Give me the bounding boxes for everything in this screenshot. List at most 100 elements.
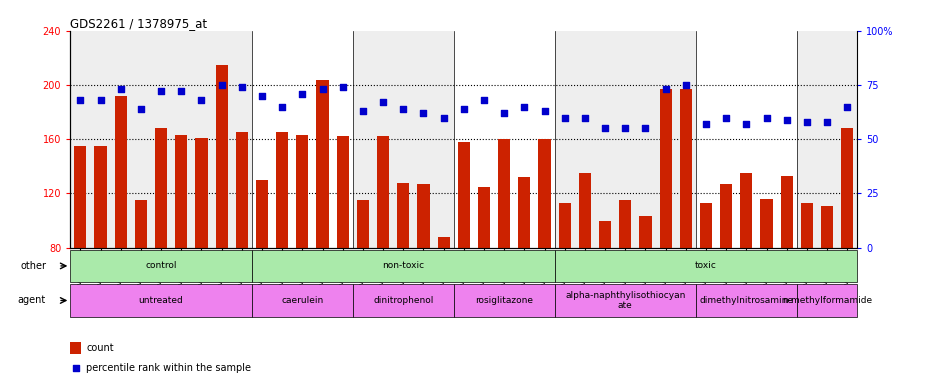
Bar: [70, 250, 252, 282]
Text: rosiglitazone: rosiglitazone: [475, 296, 533, 305]
Bar: [598, 220, 610, 248]
Bar: [695, 31, 796, 248]
Point: [839, 104, 854, 110]
Point: [295, 91, 310, 97]
Bar: [659, 89, 671, 248]
Point: [697, 121, 712, 127]
Point: [779, 117, 794, 123]
Point: [758, 114, 773, 121]
Point: [597, 125, 612, 131]
Point: [496, 110, 511, 116]
Point: [819, 119, 834, 125]
Text: percentile rank within the sample: percentile rank within the sample: [86, 363, 251, 373]
Bar: [498, 139, 510, 248]
Point: [798, 119, 813, 125]
Bar: [796, 31, 856, 248]
Bar: [74, 146, 86, 248]
Bar: [554, 250, 856, 282]
Bar: [739, 173, 752, 248]
Bar: [397, 183, 409, 248]
Text: other: other: [20, 261, 46, 271]
Text: dinitrophenol: dinitrophenol: [373, 296, 433, 305]
Point: [718, 114, 733, 121]
Point: [657, 86, 672, 93]
Point: [577, 114, 592, 121]
Text: dimethylnitrosamine: dimethylnitrosamine: [698, 296, 793, 305]
Bar: [841, 128, 853, 248]
Bar: [175, 135, 187, 248]
Point: [113, 86, 128, 93]
Point: [73, 97, 88, 103]
Point: [214, 82, 229, 88]
Text: GDS2261 / 1378975_at: GDS2261 / 1378975_at: [70, 17, 207, 30]
Bar: [336, 136, 348, 248]
Bar: [215, 65, 227, 248]
Bar: [619, 200, 631, 248]
Point: [637, 125, 652, 131]
Point: [355, 108, 370, 114]
Bar: [70, 31, 252, 248]
Bar: [796, 284, 856, 317]
Bar: [458, 142, 469, 248]
Bar: [538, 139, 550, 248]
Point: [456, 106, 471, 112]
Bar: [70, 342, 80, 354]
Bar: [558, 203, 570, 248]
Bar: [376, 136, 388, 248]
Text: non-toxic: non-toxic: [382, 262, 424, 270]
Bar: [518, 177, 530, 248]
Bar: [114, 96, 126, 248]
Point: [314, 86, 329, 93]
Text: agent: agent: [18, 295, 46, 306]
Text: toxic: toxic: [695, 262, 716, 270]
Bar: [154, 128, 167, 248]
Bar: [695, 284, 796, 317]
Bar: [353, 31, 453, 248]
Point: [476, 97, 491, 103]
Text: count: count: [86, 343, 114, 353]
Point: [375, 99, 390, 105]
Bar: [578, 173, 591, 248]
Bar: [453, 31, 554, 248]
Bar: [477, 187, 490, 248]
Bar: [196, 138, 207, 248]
Point: [395, 106, 410, 112]
Point: [536, 108, 551, 114]
Bar: [256, 180, 268, 248]
Bar: [357, 200, 369, 248]
Bar: [296, 135, 308, 248]
Point: [274, 104, 289, 110]
Point: [234, 84, 249, 90]
Bar: [638, 217, 651, 248]
Text: caerulein: caerulein: [281, 296, 323, 305]
Bar: [820, 206, 832, 248]
Bar: [800, 203, 812, 248]
Bar: [554, 284, 695, 317]
Bar: [236, 132, 248, 248]
Point: [335, 84, 350, 90]
Text: alpha-naphthylisothiocyan
ate: alpha-naphthylisothiocyan ate: [564, 291, 685, 310]
Bar: [70, 284, 252, 317]
Bar: [720, 184, 731, 248]
Bar: [760, 199, 772, 248]
Bar: [554, 31, 695, 248]
Bar: [437, 237, 449, 248]
Bar: [699, 203, 711, 248]
Text: control: control: [145, 262, 177, 270]
Point: [557, 114, 572, 121]
Point: [435, 114, 450, 121]
Point: [739, 121, 753, 127]
Point: [133, 106, 148, 112]
Point: [416, 110, 431, 116]
Text: n-methylformamide: n-methylformamide: [782, 296, 871, 305]
Point: [617, 125, 632, 131]
Bar: [95, 146, 107, 248]
Point: [194, 97, 209, 103]
Point: [154, 88, 168, 94]
Bar: [252, 250, 554, 282]
Bar: [417, 184, 429, 248]
Point: [517, 104, 532, 110]
Bar: [679, 89, 691, 248]
Point: [678, 82, 693, 88]
Bar: [353, 284, 453, 317]
